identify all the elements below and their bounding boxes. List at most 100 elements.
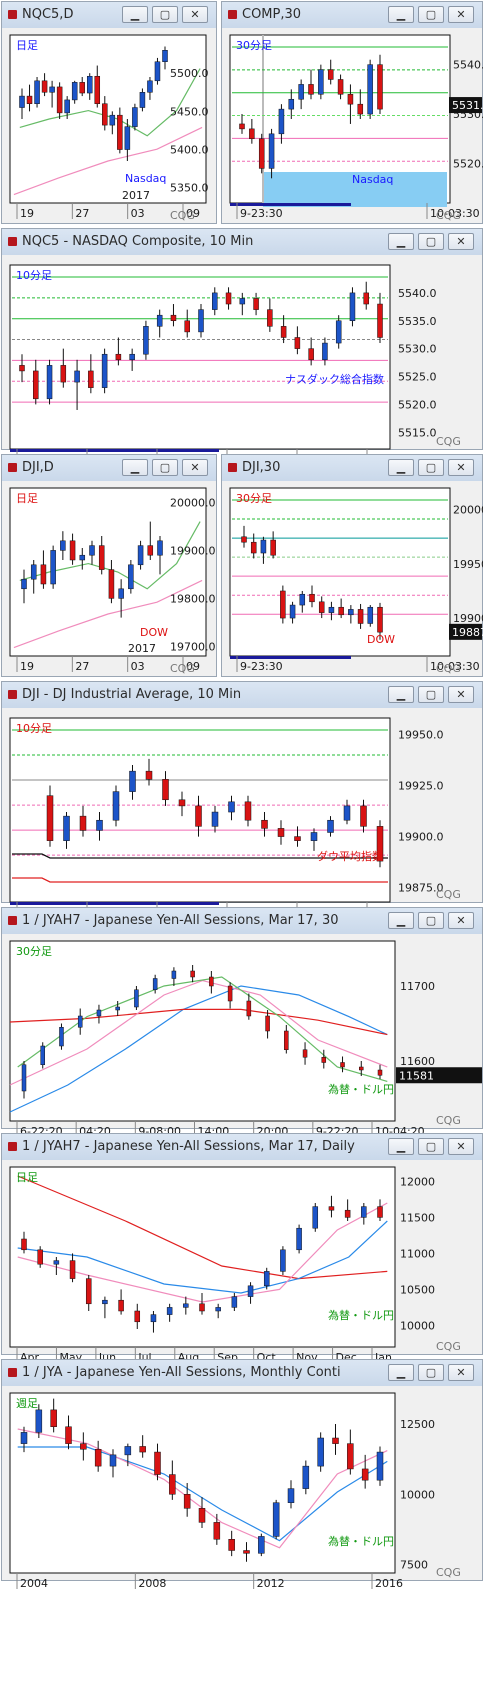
- candle[interactable]: [215, 1303, 221, 1319]
- candle[interactable]: [109, 111, 116, 135]
- candle[interactable]: [228, 795, 235, 821]
- restore-button[interactable]: ▢: [418, 6, 444, 23]
- candle[interactable]: [299, 590, 306, 613]
- candle[interactable]: [268, 128, 275, 179]
- restore-button[interactable]: ▢: [418, 1364, 444, 1381]
- close-button[interactable]: ✕: [448, 1138, 474, 1155]
- candle[interactable]: [308, 69, 314, 100]
- plot-area[interactable]: [9, 34, 207, 204]
- candle[interactable]: [154, 57, 161, 85]
- candle[interactable]: [147, 521, 154, 560]
- minimize-button[interactable]: ▁: [388, 686, 414, 703]
- candle[interactable]: [21, 1231, 27, 1254]
- candle[interactable]: [170, 304, 177, 327]
- candle[interactable]: [322, 337, 328, 366]
- candle[interactable]: [377, 602, 383, 640]
- candle[interactable]: [41, 73, 48, 97]
- candle[interactable]: [46, 785, 54, 847]
- title-bar[interactable]: DJI,30 ▁ ▢ ✕: [222, 455, 482, 481]
- candle[interactable]: [50, 545, 56, 589]
- candle[interactable]: [152, 974, 158, 994]
- candle[interactable]: [139, 1435, 146, 1458]
- candle[interactable]: [115, 337, 122, 366]
- candle[interactable]: [53, 1257, 60, 1275]
- candle[interactable]: [156, 309, 163, 338]
- title-bar[interactable]: NQC5,D ▁ ▢ ✕: [2, 2, 216, 28]
- candle[interactable]: [250, 533, 257, 559]
- candle[interactable]: [145, 758, 153, 786]
- candle[interactable]: [337, 74, 344, 100]
- candle[interactable]: [112, 785, 120, 827]
- candle[interactable]: [284, 1025, 289, 1054]
- candle[interactable]: [183, 1483, 191, 1517]
- candle[interactable]: [26, 84, 33, 112]
- candle[interactable]: [154, 1443, 161, 1481]
- candle[interactable]: [50, 1398, 57, 1433]
- candle[interactable]: [294, 826, 301, 847]
- candle[interactable]: [129, 348, 135, 371]
- candle[interactable]: [169, 1460, 176, 1500]
- candle[interactable]: [199, 1293, 205, 1315]
- candle[interactable]: [190, 965, 195, 983]
- candle[interactable]: [280, 585, 286, 624]
- restore-button[interactable]: ▢: [418, 233, 444, 250]
- candle[interactable]: [287, 1480, 295, 1509]
- close-button[interactable]: ✕: [448, 686, 474, 703]
- candle[interactable]: [332, 1423, 339, 1455]
- candle[interactable]: [241, 525, 247, 548]
- candle[interactable]: [243, 1542, 250, 1562]
- title-bar[interactable]: DJI,D ▁ ▢ ✕: [2, 455, 216, 481]
- candle[interactable]: [171, 967, 177, 986]
- candle[interactable]: [64, 96, 70, 119]
- candle[interactable]: [327, 59, 334, 85]
- close-button[interactable]: ✕: [448, 6, 474, 23]
- candle[interactable]: [213, 1513, 221, 1545]
- restore-button[interactable]: ▢: [152, 459, 178, 476]
- candle[interactable]: [328, 601, 335, 621]
- candle[interactable]: [347, 84, 354, 124]
- candle[interactable]: [310, 828, 318, 851]
- candle[interactable]: [294, 326, 301, 355]
- candle[interactable]: [71, 80, 78, 104]
- candle[interactable]: [357, 89, 364, 119]
- candle[interactable]: [117, 107, 123, 154]
- candle[interactable]: [46, 359, 53, 405]
- candle[interactable]: [377, 292, 383, 344]
- candle[interactable]: [277, 820, 285, 845]
- candle[interactable]: [376, 820, 384, 868]
- candle[interactable]: [79, 548, 86, 570]
- candle[interactable]: [134, 1303, 141, 1329]
- candle[interactable]: [40, 550, 47, 589]
- candle[interactable]: [94, 65, 101, 108]
- candle[interactable]: [77, 1008, 83, 1035]
- candle[interactable]: [278, 104, 285, 144]
- candle[interactable]: [302, 1460, 310, 1495]
- candle[interactable]: [270, 531, 276, 559]
- candle[interactable]: [109, 1449, 117, 1478]
- candle[interactable]: [272, 1499, 280, 1540]
- candle[interactable]: [288, 89, 295, 119]
- candle[interactable]: [183, 1296, 189, 1315]
- candle[interactable]: [132, 103, 138, 131]
- candle[interactable]: [360, 799, 367, 833]
- candle[interactable]: [195, 795, 202, 837]
- plot-area[interactable]: [229, 487, 451, 657]
- candle[interactable]: [118, 579, 124, 618]
- candle[interactable]: [338, 598, 344, 619]
- candle[interactable]: [348, 605, 354, 624]
- candle[interactable]: [80, 1432, 87, 1461]
- candle[interactable]: [231, 1293, 238, 1311]
- minimize-button[interactable]: ▁: [388, 6, 414, 23]
- candle[interactable]: [20, 1426, 28, 1453]
- minimize-button[interactable]: ▁: [122, 459, 148, 476]
- candle[interactable]: [258, 1533, 265, 1557]
- candle[interactable]: [367, 605, 374, 627]
- candle[interactable]: [19, 354, 25, 383]
- minimize-button[interactable]: ▁: [388, 1138, 414, 1155]
- candle[interactable]: [33, 359, 39, 405]
- close-button[interactable]: ✕: [448, 1364, 474, 1381]
- candle[interactable]: [239, 114, 245, 134]
- candle[interactable]: [260, 536, 267, 564]
- candle[interactable]: [74, 359, 80, 410]
- candle[interactable]: [246, 993, 252, 1020]
